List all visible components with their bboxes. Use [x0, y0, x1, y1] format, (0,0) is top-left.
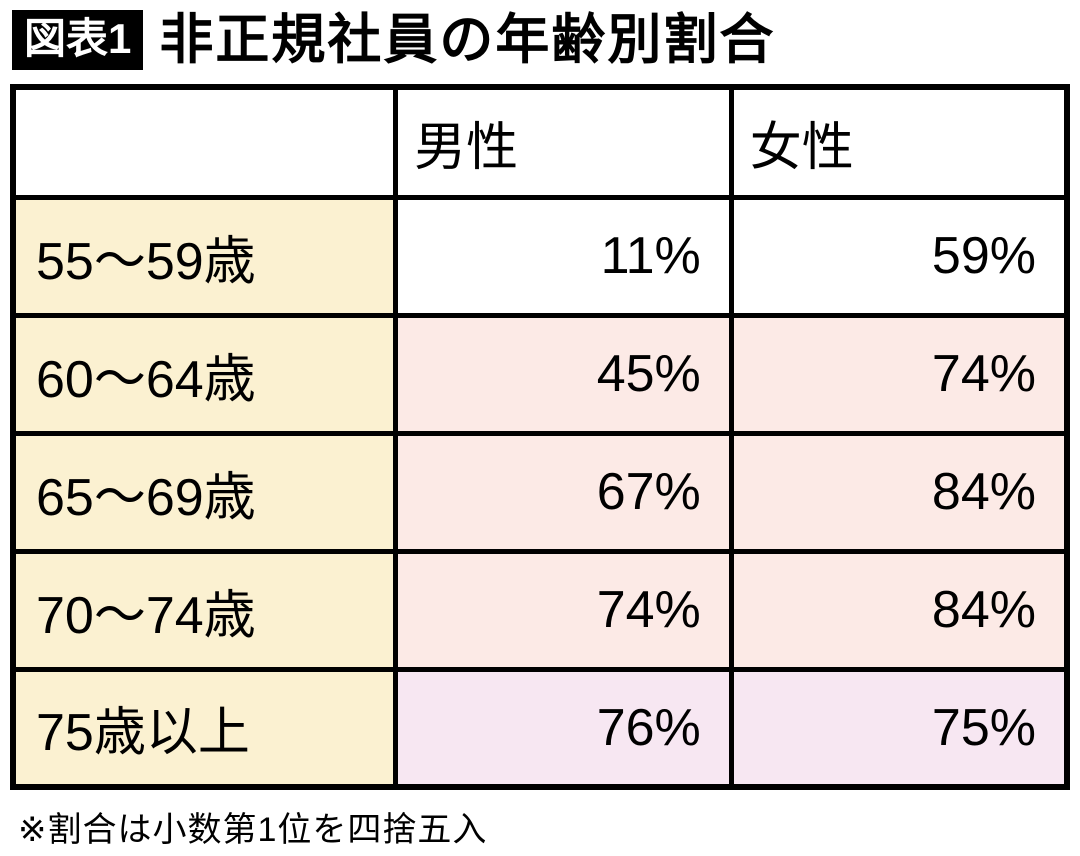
figure-badge: 図表1	[12, 10, 144, 71]
row-label: 70〜74歳	[10, 548, 399, 672]
figure-title: 非正規社員の年齢別割合	[159, 10, 776, 71]
col-header-female: 女性	[728, 84, 1070, 200]
corner-cell	[10, 84, 399, 200]
col-header-male: 男性	[393, 84, 734, 200]
female-value: 59%	[728, 194, 1070, 318]
table-row: 65〜69歳 67% 84%	[10, 430, 1070, 554]
row-label: 65〜69歳	[10, 430, 399, 554]
table-row: 75歳以上 76% 75%	[10, 666, 1070, 790]
male-value: 67%	[393, 430, 734, 554]
footnote: ※割合は小数第1位を四捨五入	[18, 811, 488, 850]
male-value: 11%	[393, 194, 734, 318]
female-value: 84%	[728, 430, 1070, 554]
data-table: 男性 女性 55〜59歳 11% 59% 60〜64歳 45% 74% 65〜6…	[10, 84, 1070, 791]
table-row: 70〜74歳 74% 84%	[10, 548, 1070, 672]
table-row: 55〜59歳 11% 59%	[10, 194, 1070, 318]
row-label: 55〜59歳	[10, 194, 399, 318]
row-label: 60〜64歳	[10, 312, 399, 436]
row-label: 75歳以上	[10, 666, 399, 790]
male-value: 76%	[393, 666, 734, 790]
female-value: 75%	[728, 666, 1070, 790]
figure-header: 図表1 非正規社員の年齢別割合	[12, 10, 1070, 71]
female-value: 84%	[728, 548, 1070, 672]
female-value: 74%	[728, 312, 1070, 436]
male-value: 74%	[393, 548, 734, 672]
male-value: 45%	[393, 312, 734, 436]
table-row: 60〜64歳 45% 74%	[10, 312, 1070, 436]
header-row: 男性 女性	[10, 84, 1070, 200]
